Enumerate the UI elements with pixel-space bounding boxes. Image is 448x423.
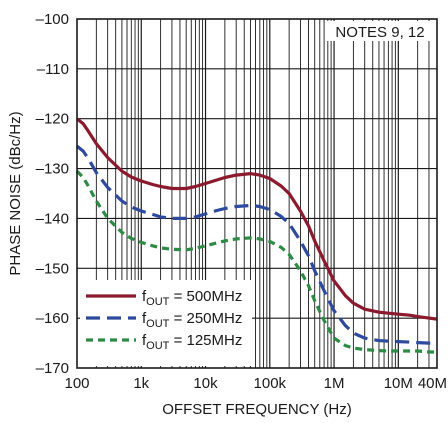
- legend-label-2: fOUT = 250MHz: [142, 310, 242, 330]
- y-tick-label: –160: [36, 310, 69, 327]
- legend-label-3: fOUT = 125MHz: [142, 332, 242, 352]
- x-tick-label: 1k: [133, 375, 149, 392]
- x-tick-label: 100: [64, 375, 89, 392]
- y-tick-label: –140: [36, 210, 69, 227]
- y-tick-label: –130: [36, 161, 69, 178]
- notes-box: NOTES 9, 12: [326, 21, 434, 41]
- y-tick-label: –100: [36, 11, 69, 28]
- x-tick-label: 100k: [254, 375, 287, 392]
- x-tick-label: 10M: [384, 375, 413, 392]
- plot-frame: [76, 18, 438, 369]
- x-axis-title: OFFSET FREQUENCY (Hz): [162, 401, 351, 418]
- y-tick-label: –110: [37, 61, 69, 78]
- series-layer: [75, 117, 438, 354]
- x-tick-label: 1M: [324, 375, 345, 392]
- y-tick-label: –170: [36, 360, 69, 377]
- y-axis-title: PHASE NOISE (dBc/Hz): [7, 111, 24, 275]
- y-tick-label: –120: [36, 111, 69, 128]
- y-tick-label: –150: [36, 260, 69, 277]
- x-tick-label: 40M: [418, 375, 447, 392]
- series-line-1: [75, 117, 438, 321]
- legend-label-1: fOUT = 500MHz: [142, 288, 242, 308]
- series-line-3: [75, 169, 437, 354]
- notes-annotation: NOTES 9, 12: [335, 24, 424, 41]
- x-tick-label: 10k: [193, 375, 218, 392]
- series-line-2: [75, 144, 437, 345]
